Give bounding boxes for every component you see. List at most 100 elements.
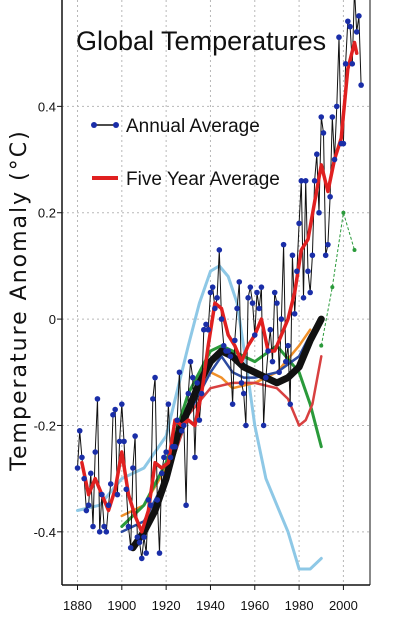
series-annual-average-point	[349, 61, 356, 67]
series-annual-average-point	[94, 396, 101, 402]
series-annual-average-point	[192, 454, 198, 461]
series-annual-average-point	[103, 529, 110, 535]
series-annual-average-point	[187, 358, 194, 365]
series-annual-average-point	[280, 241, 287, 248]
series-annual-average-point	[141, 534, 147, 540]
series-annual-average-point	[88, 470, 94, 477]
series-annual-average-point	[119, 401, 125, 407]
series-annual-average-point	[212, 305, 218, 312]
series-annual-average-point	[320, 130, 327, 136]
series-annual-average-point	[356, 13, 362, 19]
legend: Annual Average Five Year Average	[91, 116, 280, 190]
y-axis-title: Temperature Anomaly (°C)	[7, 129, 32, 471]
series-annual-average-point	[345, 18, 351, 25]
series-annual-average-point	[276, 369, 282, 376]
series-annual-average-point	[260, 422, 267, 429]
series-annual-average-point	[132, 433, 138, 439]
series-annual-average-point	[134, 534, 141, 540]
series-annual-average-point	[254, 289, 260, 296]
series-annual-average-point	[227, 353, 234, 360]
series-annual-average-point	[309, 252, 316, 259]
series-annual-average-point	[347, 23, 353, 30]
series-annual-average-point	[121, 438, 127, 445]
series-annual-average-point	[138, 555, 145, 562]
series-annual-average-point	[274, 300, 280, 306]
series-annual-average-point	[289, 252, 296, 259]
series-annual-average-point	[243, 422, 249, 429]
series-green-dashed-point	[352, 247, 357, 252]
series-annual-average-point	[336, 34, 342, 41]
series-annual-average-point	[256, 305, 263, 312]
series-annual-average-point	[99, 491, 105, 498]
series-annual-average-point	[282, 358, 289, 365]
y-tick-label: -0.2	[34, 418, 56, 433]
x-tick-label: 1920	[152, 598, 181, 613]
series-annual-average-point	[234, 305, 240, 312]
series-annual-average-point	[236, 279, 243, 285]
series-annual-average-point	[247, 284, 254, 290]
series-annual-average-point	[214, 295, 220, 301]
series-annual-average-point	[152, 374, 158, 381]
series-annual-average-point	[90, 523, 96, 530]
series-annual-average-point	[251, 332, 258, 338]
series-annual-average-point	[265, 348, 271, 354]
y-tick-label: -0.4	[34, 525, 56, 540]
series-annual-average-point	[291, 310, 298, 317]
x-tick-label: 1880	[63, 598, 92, 613]
series-annual-average-point	[220, 342, 227, 349]
series-annual-average-point	[163, 449, 169, 455]
series-annual-average-point	[165, 401, 172, 407]
series-annual-average-point	[318, 114, 325, 120]
series-annual-average-point	[130, 465, 136, 471]
series-annual-average-point	[143, 550, 150, 556]
series-annual-average-point	[263, 374, 269, 381]
series-annual-average-point	[258, 284, 265, 290]
series-annual-average-point	[271, 289, 278, 296]
series-annual-average-point	[156, 550, 163, 556]
series-annual-average-point	[238, 380, 245, 386]
x-tick-label: 1980	[285, 598, 314, 613]
tick-labels: 1880 1900 1920 1940 1960 1980 2000 -0.4 -0.2 0 0.2…	[34, 99, 358, 613]
series-annual-average-point	[305, 268, 311, 275]
series-annual-average-point	[201, 326, 207, 333]
series-annual-average-point	[74, 465, 81, 471]
series-annual-average-point	[327, 193, 333, 200]
series-annual-average-point	[285, 342, 291, 349]
series-annual-average-point	[172, 443, 178, 450]
series-green-dashed-point	[341, 210, 346, 215]
series-annual-average-point	[269, 358, 276, 365]
axes	[57, 0, 371, 590]
legend-annual-marker-1	[91, 122, 97, 128]
series-annual-average-point	[123, 486, 130, 493]
series-annual-average-point	[353, 29, 360, 35]
series-annual-average-point	[232, 337, 238, 344]
series-annual-average-point	[287, 401, 294, 407]
series-annual-average-point	[181, 422, 187, 429]
series-annual-average-point	[85, 502, 92, 509]
series-annual-average-point	[196, 417, 203, 423]
series-annual-average-point	[329, 114, 336, 120]
x-tick-label: 1900	[107, 598, 136, 613]
series-annual-average-point	[225, 348, 231, 354]
series-green-dashed-line	[320, 212, 355, 346]
series-annual-average-point	[101, 523, 107, 530]
series-annual-average-point	[311, 178, 318, 184]
series-annual-average-point	[114, 491, 121, 498]
series-annual-average-point	[178, 427, 185, 434]
series-annual-average-point	[154, 497, 161, 503]
series-annual-average-point	[147, 502, 154, 509]
series-annual-average-point	[296, 220, 302, 227]
series-annual-average-point	[110, 412, 116, 418]
series-black-thick-line	[129, 315, 325, 552]
series-annual-average-point	[116, 438, 123, 445]
series-annual-average-point	[249, 300, 256, 306]
series-annual-average-point	[127, 544, 134, 551]
y-tick-label: 0.4	[38, 99, 56, 114]
series-annual-average-point	[107, 481, 114, 487]
series-annual-average-point	[81, 475, 87, 482]
series-annual-average-point	[294, 268, 300, 275]
series-annual-average-point	[125, 523, 132, 530]
series-annual-average-point	[322, 252, 329, 259]
series-annual-average-point	[216, 247, 223, 253]
